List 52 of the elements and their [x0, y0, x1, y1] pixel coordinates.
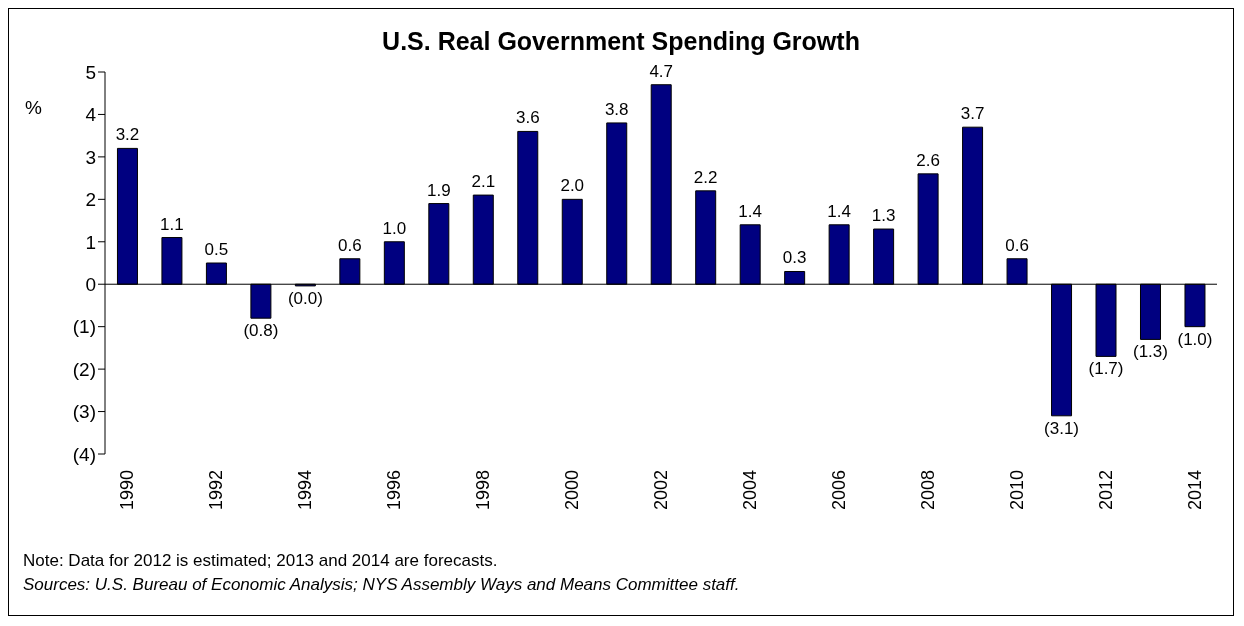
data-label: 3.2 — [115, 125, 140, 145]
y-tick-label: 2 — [85, 189, 96, 211]
x-tick-label: 1990 — [117, 470, 138, 511]
data-label: 1.4 — [738, 201, 762, 221]
data-label: 3.8 — [604, 99, 629, 119]
x-tick-label: 2014 — [1184, 470, 1205, 511]
data-label: 1.3 — [871, 206, 896, 226]
y-tick-label: 0 — [85, 273, 96, 295]
x-tick-label: 1996 — [384, 470, 405, 511]
y-tick-label: (4) — [72, 443, 96, 465]
data-label: 1.9 — [426, 180, 451, 200]
data-label: 0.3 — [782, 248, 807, 268]
source-note: Sources: U.S. Bureau of Economic Analysis; NYS Assembly Ways and Means Committee staff. — [23, 574, 740, 596]
data-label: 2.6 — [916, 150, 940, 170]
data-label: 2.0 — [560, 176, 585, 196]
data-label: 0.5 — [204, 240, 229, 259]
y-tick-label: (2) — [72, 358, 96, 380]
data-label: (1.7) — [1088, 359, 1124, 379]
x-tick-label: 2002 — [651, 470, 671, 511]
y-tick-label: 4 — [85, 104, 97, 126]
data-label: 1.4 — [827, 201, 851, 221]
data-label: 0.6 — [338, 235, 362, 255]
data-label: 2.1 — [471, 172, 496, 192]
data-label: 1.0 — [382, 218, 407, 238]
data-label: (3.1) — [1044, 418, 1080, 438]
data-label: 2.2 — [693, 167, 718, 187]
data-label: 4.7 — [649, 61, 674, 81]
text: Note: Data for 2012 is estimated; 2013 and 2014 are forecasts. — [23, 550, 499, 572]
x-tick-label: 2004 — [739, 470, 760, 511]
y-tick-label: 1 — [85, 231, 96, 253]
x-tick-label: 1994 — [295, 470, 316, 511]
data-label: 3.7 — [960, 104, 985, 124]
data-label: (1.3) — [1133, 342, 1168, 362]
data-label: 3.6 — [515, 108, 540, 128]
y-tick-label: (3) — [72, 401, 96, 423]
x-tick-label: 2010 — [1006, 470, 1027, 511]
data-label: 0.6 — [1005, 235, 1029, 255]
data-label: (0.0) — [287, 288, 323, 308]
x-tick-label: 2000 — [562, 470, 583, 511]
data-label: (1.0) — [1177, 329, 1213, 349]
x-tick-label: 1992 — [206, 470, 227, 511]
y-tick-label: 5 — [85, 61, 96, 83]
y-tick-label: 3 — [85, 146, 96, 168]
x-tick-label: 2006 — [828, 470, 849, 511]
x-tick-label: 1998 — [473, 470, 494, 511]
data-label: (0.8) — [243, 321, 279, 341]
x-tick-label: 2012 — [1095, 470, 1116, 511]
y-axis-title: % — [25, 97, 42, 119]
chart-title: U.S. Real Government Spending Growth — [381, 27, 861, 56]
data-label: 1.1 — [160, 214, 184, 234]
y-tick-label: (1) — [72, 316, 96, 338]
x-tick-label: 2008 — [917, 470, 938, 511]
